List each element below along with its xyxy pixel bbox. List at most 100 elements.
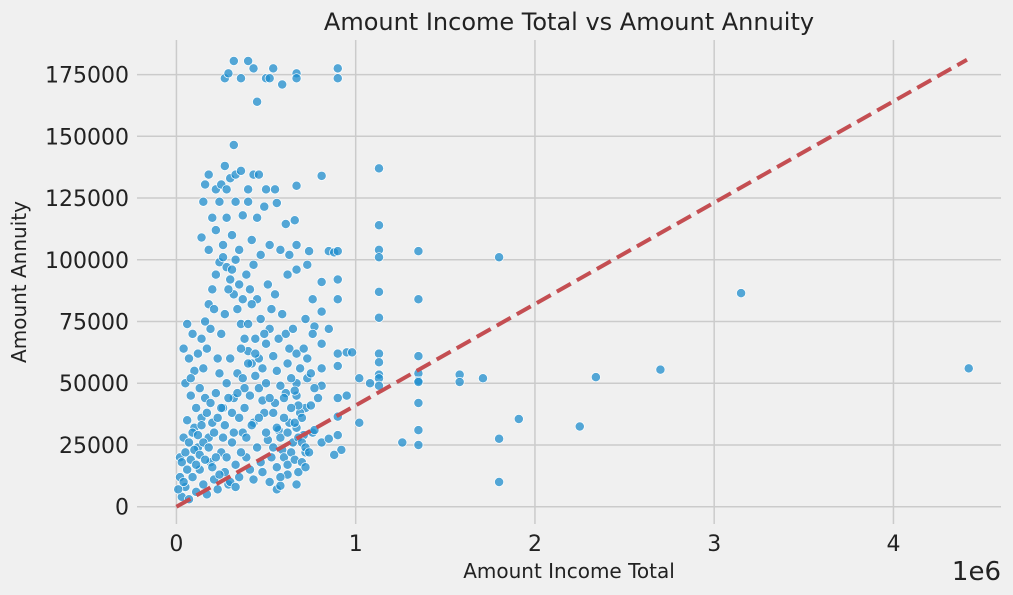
data-point	[227, 264, 237, 275]
data-point	[243, 196, 254, 207]
y-axis-label: Amount Annuity	[7, 201, 31, 363]
data-point	[365, 378, 375, 389]
data-point	[210, 269, 221, 280]
data-point	[298, 343, 309, 354]
data-point	[184, 353, 194, 364]
data-point	[313, 393, 323, 404]
data-point	[236, 447, 246, 458]
data-point	[291, 180, 302, 191]
reference-line-group	[175, 58, 968, 509]
data-point	[323, 323, 334, 334]
data-point	[397, 437, 408, 448]
data-point	[316, 277, 327, 287]
data-point	[268, 351, 279, 362]
data-point	[332, 393, 343, 404]
x-tick-label: 2	[528, 532, 542, 557]
data-point	[332, 63, 343, 74]
data-point	[248, 259, 259, 270]
data-point	[271, 365, 282, 376]
data-point	[228, 56, 239, 66]
data-point	[307, 328, 318, 339]
data-point	[271, 462, 282, 473]
data-point	[282, 459, 293, 470]
data-point	[266, 304, 277, 315]
data-point	[374, 348, 384, 359]
data-point	[261, 184, 272, 195]
data-point	[228, 427, 239, 438]
data-point	[374, 312, 384, 323]
data-point	[203, 442, 214, 453]
data-point	[261, 338, 272, 349]
y-tick-label: 25000	[59, 434, 129, 459]
data-point	[234, 472, 245, 483]
data-point	[291, 479, 302, 490]
data-point	[198, 479, 209, 490]
data-point	[212, 412, 223, 423]
data-point	[264, 240, 275, 250]
reference-line	[175, 58, 968, 509]
data-point	[295, 363, 306, 374]
data-point	[494, 477, 505, 487]
data-point	[203, 169, 214, 180]
data-point	[413, 246, 424, 257]
data-point	[257, 467, 268, 478]
data-point	[252, 212, 263, 223]
data-point	[282, 358, 293, 369]
data-point	[228, 139, 239, 150]
data-point	[252, 442, 263, 453]
data-point	[374, 163, 384, 174]
data-point	[184, 437, 194, 448]
data-point	[279, 412, 289, 423]
data-point	[291, 348, 302, 359]
data-point	[332, 361, 343, 371]
data-point	[316, 170, 327, 181]
data-point	[201, 407, 212, 418]
data-point	[268, 63, 279, 74]
data-point	[279, 393, 289, 404]
data-point	[289, 215, 300, 226]
data-point	[227, 230, 237, 241]
data-point	[291, 264, 302, 275]
data-point	[736, 288, 747, 299]
data-point	[182, 464, 193, 475]
data-point	[239, 383, 250, 394]
data-point	[192, 430, 203, 441]
data-point	[221, 212, 232, 223]
data-point	[293, 467, 304, 478]
data-point	[227, 437, 237, 448]
data-point	[232, 388, 243, 399]
data-point	[963, 363, 974, 374]
data-point	[316, 306, 327, 317]
y-tick-label: 75000	[59, 311, 129, 336]
data-point	[250, 370, 261, 381]
grid	[137, 40, 1001, 524]
data-point	[178, 477, 189, 487]
data-point	[374, 357, 384, 368]
data-point	[232, 304, 243, 315]
data-point	[241, 269, 252, 280]
data-point	[191, 459, 202, 470]
data-point	[244, 390, 255, 401]
data-point	[494, 433, 505, 444]
data-point	[494, 252, 505, 263]
data-point	[304, 246, 315, 257]
data-point	[236, 165, 246, 176]
data-point	[305, 400, 316, 411]
x-axis-label: Amount Income Total	[463, 559, 675, 583]
data-point	[194, 383, 205, 394]
data-point	[219, 420, 230, 431]
data-point	[218, 252, 228, 263]
data-point	[291, 240, 302, 250]
data-point	[286, 373, 297, 384]
data-point	[223, 393, 234, 404]
data-point	[230, 196, 241, 207]
data-point	[341, 390, 352, 401]
data-point	[196, 232, 207, 243]
data-point	[347, 347, 358, 358]
data-point	[332, 294, 343, 305]
data-point	[243, 319, 254, 329]
data-point	[332, 348, 343, 359]
data-point	[246, 299, 257, 310]
data-point	[354, 417, 365, 428]
